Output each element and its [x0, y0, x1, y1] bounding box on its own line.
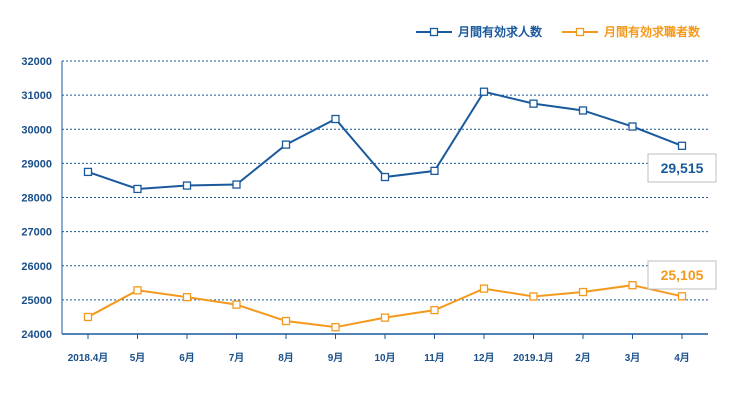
y-tick-label: 28000 — [21, 193, 52, 205]
data-point-0 — [133, 184, 142, 194]
data-point-1 — [380, 313, 390, 322]
x-tick-label: 11月 — [424, 352, 445, 364]
legend: 月間有効求人数 月間有効求職者数 — [416, 24, 701, 39]
data-point-0 — [281, 140, 291, 149]
x-tick-label: 7月 — [229, 352, 245, 364]
data-point-1 — [578, 287, 588, 297]
data-point-0 — [83, 167, 93, 177]
x-tick-label: 5月 — [130, 352, 146, 364]
data-point-0 — [232, 180, 241, 189]
data-point-0 — [380, 172, 390, 182]
callouts: 29,515 25,105 — [647, 153, 717, 290]
y-tick-label: 25000 — [21, 295, 52, 307]
x-tick-label: 8月 — [278, 352, 294, 364]
y-tick-label: 27000 — [21, 227, 52, 239]
data-point-1 — [430, 305, 439, 315]
data-point-1 — [232, 300, 241, 309]
x-tick-label: 10月 — [374, 352, 395, 364]
callout-box — [647, 153, 717, 183]
x-tick-label: 9月 — [328, 352, 344, 364]
data-point-0 — [182, 181, 192, 190]
data-point-0 — [578, 106, 588, 115]
data-point-1 — [677, 292, 687, 301]
data-point-1 — [83, 312, 93, 322]
legend-label: 月間有効求人数 — [457, 24, 543, 39]
data-point-0 — [331, 114, 340, 124]
y-tick-label: 32000 — [21, 56, 52, 68]
data-point-1 — [182, 292, 192, 302]
data-point-0 — [628, 122, 637, 131]
data-point-1 — [628, 281, 637, 290]
data-point-0 — [529, 99, 538, 108]
x-tick-label: 12月 — [473, 352, 494, 364]
x-tick-label: 4月 — [674, 352, 690, 364]
data-point-1 — [331, 323, 340, 332]
callout-box — [647, 260, 717, 290]
x-axis: 2018.4月 5月 6月 7月 8月 9月 10月 11月 12月 2019.1月 2月 3月 4月 — [62, 333, 708, 364]
x-tick-label: 2月 — [575, 352, 591, 364]
callout-value: 25,105 — [661, 267, 704, 283]
data-point-0 — [430, 166, 439, 176]
legend-label: 月間有効求職者数 — [603, 24, 701, 39]
data-point-1 — [479, 284, 489, 293]
y-axis: 24000 25000 26000 27000 28000 29000 30000 31000… — [21, 56, 63, 341]
callout-value: 29,515 — [661, 160, 704, 176]
x-tick-label: 6月 — [179, 352, 195, 364]
y-tick-label: 31000 — [21, 90, 52, 102]
legend-swatch-marker — [429, 27, 439, 37]
x-tick-label: 2019.1月 — [513, 352, 554, 364]
data-point-1 — [281, 316, 291, 326]
x-tick-label: 3月 — [625, 352, 641, 364]
y-tick-label: 30000 — [21, 124, 52, 136]
data-point-1 — [529, 292, 538, 301]
data-point-0 — [677, 141, 687, 150]
y-tick-label: 24000 — [21, 329, 52, 341]
data-point-1 — [133, 286, 142, 295]
data-point-0 — [479, 87, 489, 96]
y-tick-label: 26000 — [21, 261, 52, 273]
series-lines — [83, 87, 687, 332]
y-tick-label: 29000 — [21, 158, 52, 170]
x-tick-label: 2018.4月 — [68, 352, 109, 364]
legend-swatch-marker — [575, 27, 585, 37]
